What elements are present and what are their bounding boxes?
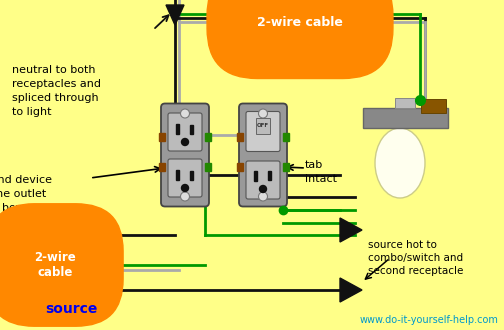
Circle shape: [260, 185, 267, 192]
Text: source: source: [45, 302, 97, 316]
Text: www.do-it-yourself-help.com: www.do-it-yourself-help.com: [359, 315, 498, 325]
Ellipse shape: [375, 128, 425, 198]
Bar: [395, 98, 415, 108]
FancyBboxPatch shape: [246, 112, 280, 151]
Bar: [190, 171, 193, 180]
Bar: [176, 124, 179, 134]
Text: 2-wire
cable: 2-wire cable: [34, 251, 76, 279]
Circle shape: [180, 192, 190, 201]
Circle shape: [181, 184, 188, 191]
Polygon shape: [166, 5, 184, 25]
Bar: [256, 117, 270, 134]
Bar: [362, 108, 448, 128]
Text: 2-wire cable: 2-wire cable: [257, 16, 343, 28]
Text: tab
intact: tab intact: [305, 160, 337, 184]
FancyBboxPatch shape: [168, 159, 202, 197]
Bar: [254, 171, 257, 181]
FancyBboxPatch shape: [239, 104, 287, 207]
Circle shape: [259, 109, 268, 118]
Text: source hot to
combo/switch and
second receptacle: source hot to combo/switch and second re…: [368, 240, 463, 277]
FancyBboxPatch shape: [168, 113, 202, 151]
Bar: [205, 133, 211, 141]
Circle shape: [259, 192, 268, 201]
Text: neutral to both
receptacles and
spliced through
to light: neutral to both receptacles and spliced …: [12, 65, 101, 117]
Bar: [190, 125, 193, 134]
Text: OFF: OFF: [257, 123, 269, 128]
Bar: [176, 170, 179, 180]
Bar: [283, 133, 289, 141]
Bar: [205, 163, 211, 171]
Polygon shape: [340, 218, 362, 242]
Bar: [237, 163, 243, 171]
Bar: [420, 99, 446, 113]
Circle shape: [180, 109, 190, 118]
Bar: [237, 133, 243, 141]
Bar: [159, 133, 165, 141]
Bar: [268, 171, 271, 180]
Polygon shape: [340, 278, 362, 302]
FancyBboxPatch shape: [246, 161, 280, 199]
Bar: [283, 163, 289, 171]
FancyBboxPatch shape: [161, 104, 209, 207]
Bar: [159, 163, 165, 171]
Circle shape: [181, 139, 188, 146]
Text: second device
in the outlet
box: second device in the outlet box: [0, 175, 52, 213]
